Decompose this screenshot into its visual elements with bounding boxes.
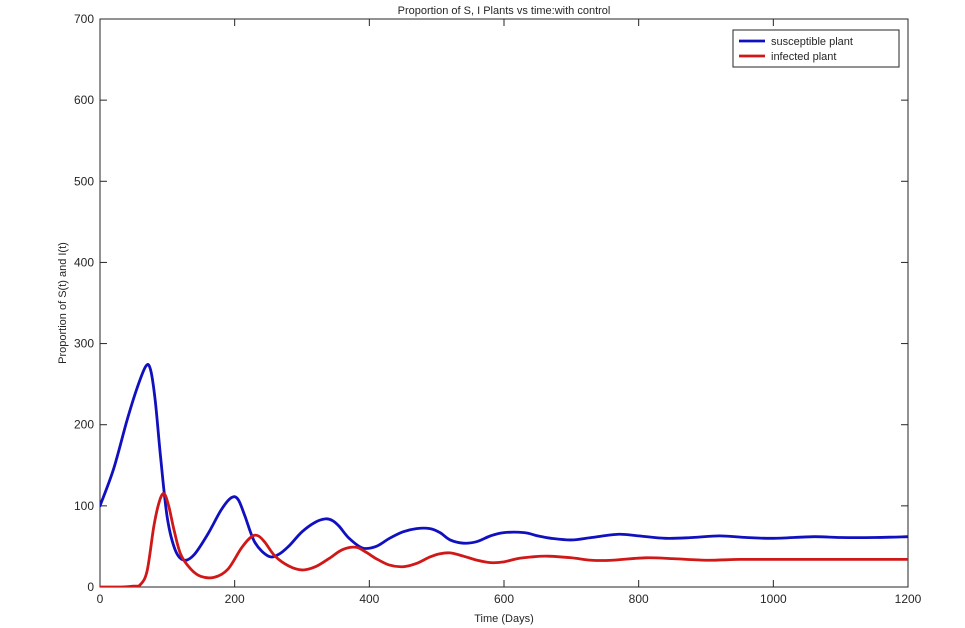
y-tick-label: 400: [74, 255, 94, 269]
y-tick-label: 300: [74, 337, 94, 351]
y-tick-label: 500: [74, 174, 94, 188]
plot-area: 0 200 400 600 800 1000 1200 0 100 200 300 400 500 600…: [74, 12, 922, 606]
series-group: [100, 363, 908, 587]
x-tick-label: 0: [97, 592, 104, 606]
x-tick-label: 800: [629, 592, 649, 606]
legend: susceptible plant infected plant: [732, 29, 900, 68]
x-tick-label: 400: [359, 592, 379, 606]
y-tick-label: 100: [74, 499, 94, 513]
y-tick-label: 200: [74, 418, 94, 432]
x-tick-label: 200: [225, 592, 245, 606]
x-tick-label: 600: [494, 592, 514, 606]
chart-title: Proportion of S, I Plants vs time:with c…: [398, 5, 611, 17]
y-tick-label: 600: [74, 93, 94, 107]
axes-box: [99, 18, 909, 588]
y-axis-label: Proportion of S(t) and I(t): [57, 242, 69, 364]
y-tick-label: 700: [74, 12, 94, 26]
x-tick-label: 1000: [760, 592, 787, 606]
series-line-0: [100, 363, 908, 562]
x-axis-label: Time (Days): [474, 613, 533, 625]
legend-label-0: susceptible plant: [771, 36, 853, 48]
y-tick-label: 0: [87, 580, 94, 594]
legend-box: [732, 29, 900, 68]
series-line-1: [100, 492, 908, 587]
x-tick-label: 1200: [895, 592, 922, 606]
legend-label-1: infected plant: [771, 51, 836, 63]
